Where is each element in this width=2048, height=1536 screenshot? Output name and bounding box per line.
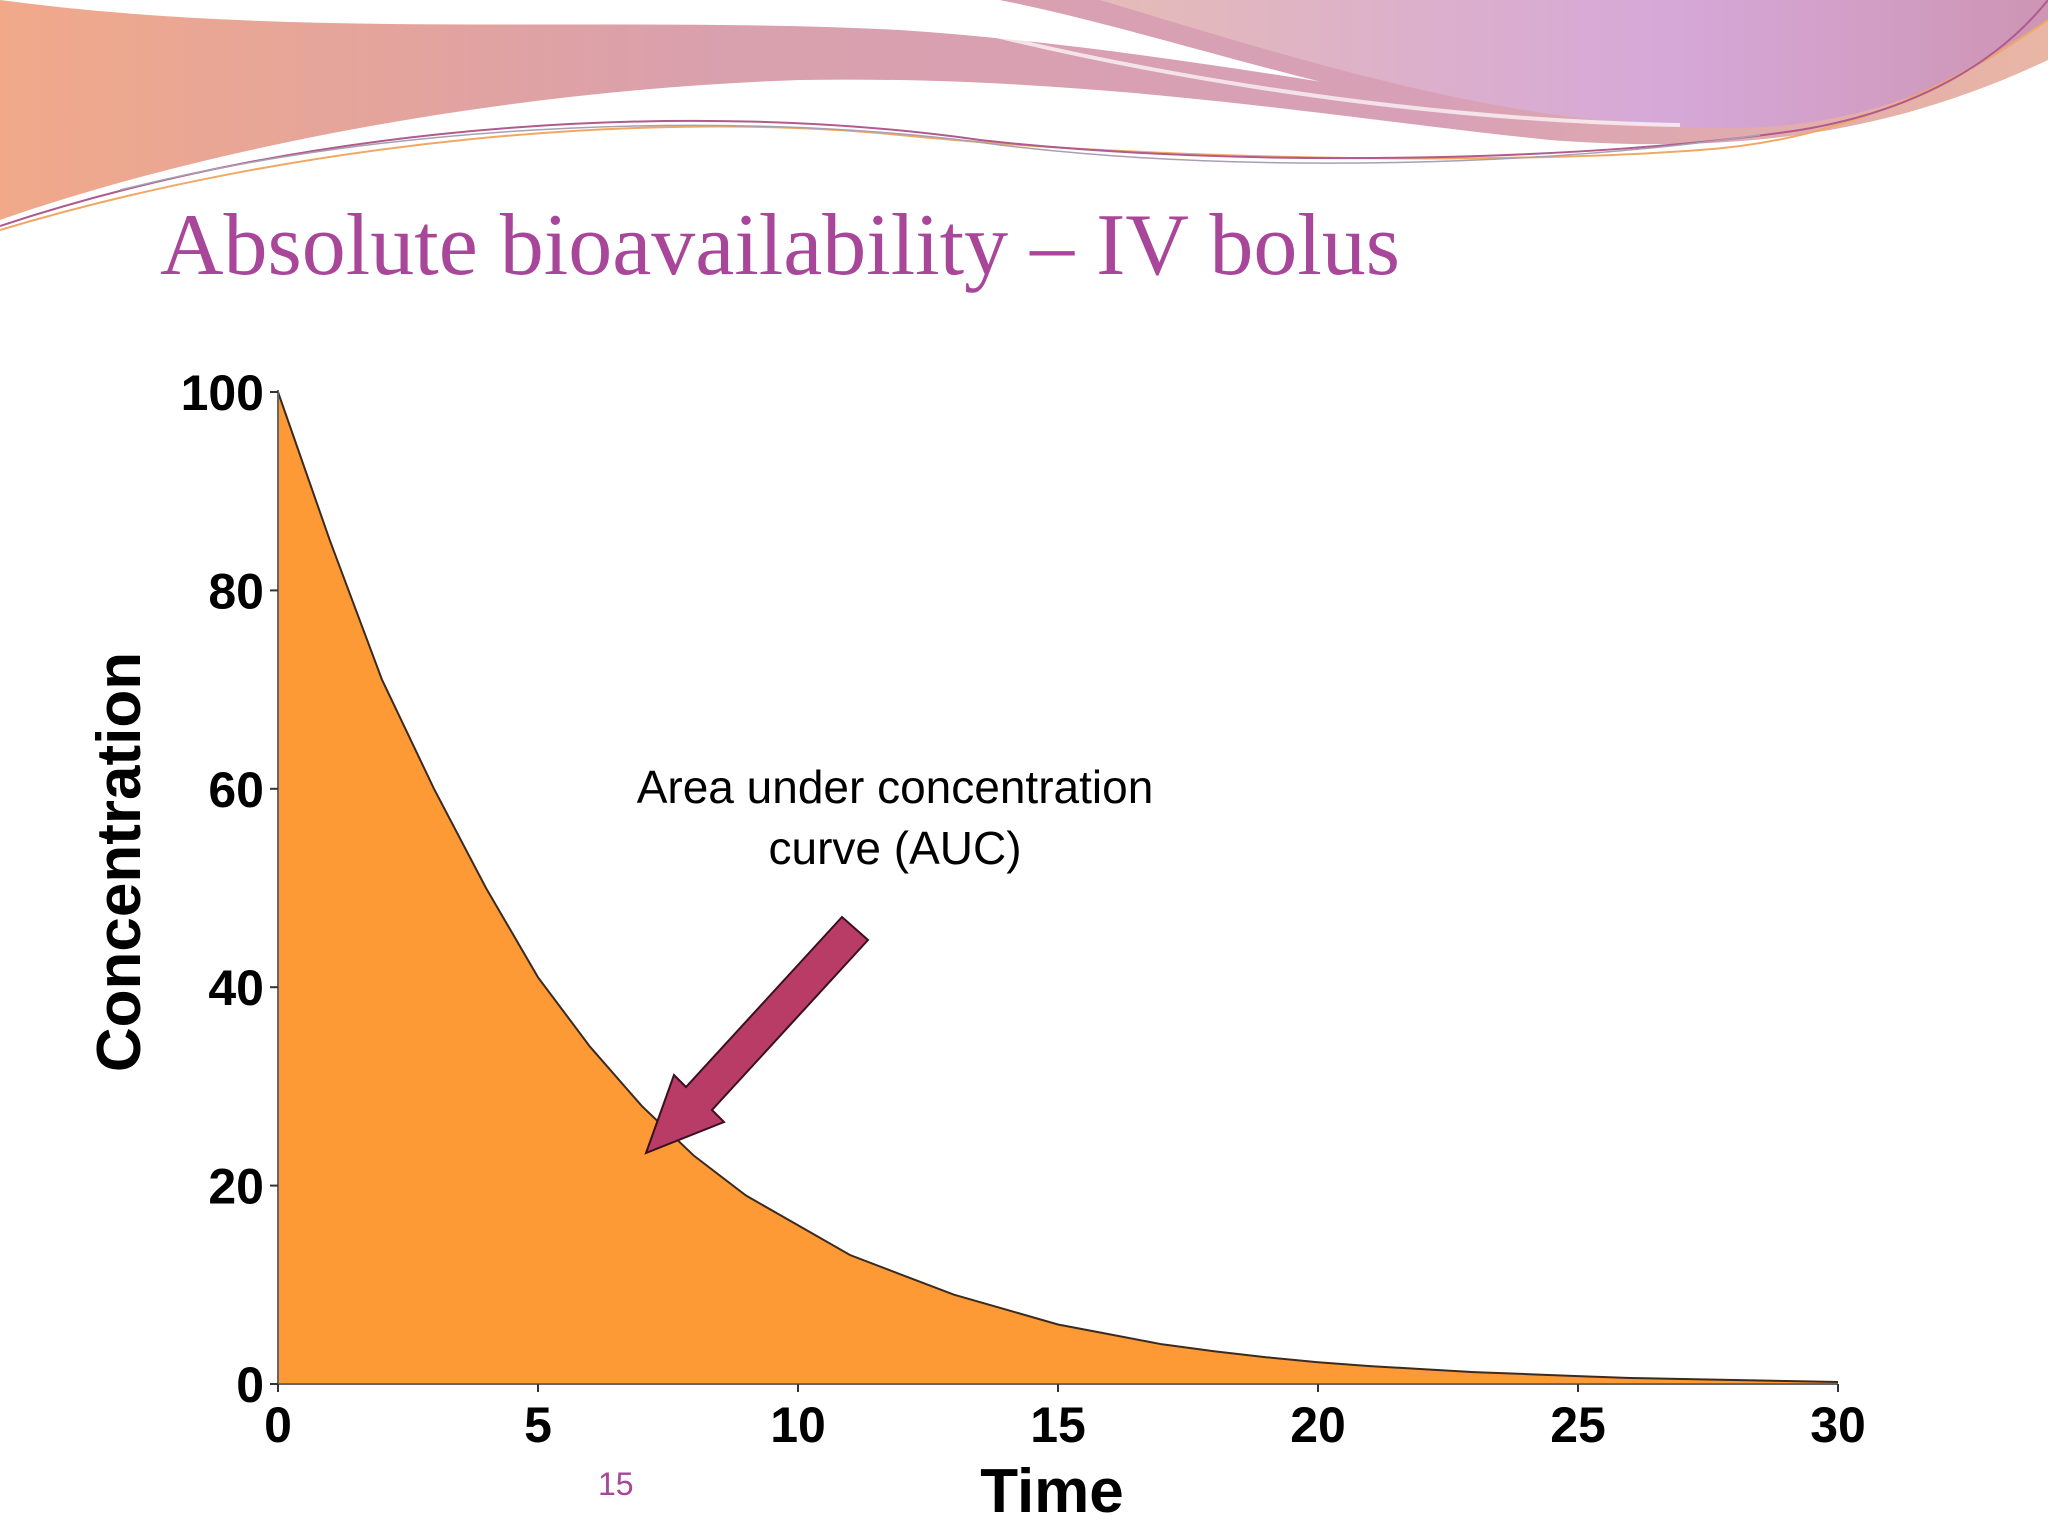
y-tick-label-0: 0 bbox=[236, 1357, 264, 1413]
y-tick-label-40: 40 bbox=[208, 960, 264, 1016]
decorative-header-banner bbox=[0, 0, 2048, 231]
page-number: 15 bbox=[598, 1466, 634, 1502]
y-tick-label-20: 20 bbox=[208, 1159, 264, 1215]
annotation-line-1: Area under concentration bbox=[637, 761, 1154, 813]
x-axis-title: Time bbox=[980, 1457, 1124, 1526]
x-tick-label-25: 25 bbox=[1550, 1397, 1606, 1453]
y-axis-title: Concentration bbox=[85, 652, 154, 1072]
x-tick-label-30: 30 bbox=[1810, 1397, 1866, 1453]
slide-title: Absolute bioavailability – IV bolus bbox=[160, 197, 1401, 294]
x-tick-label-5: 5 bbox=[524, 1397, 552, 1453]
y-tick-label-60: 60 bbox=[208, 762, 264, 818]
y-tick-label-80: 80 bbox=[208, 563, 264, 619]
x-tick-label-20: 20 bbox=[1290, 1397, 1346, 1453]
auc-area bbox=[278, 392, 1838, 1384]
annotation-line-2: curve (AUC) bbox=[768, 822, 1021, 874]
area-layer bbox=[277, 391, 1839, 1384]
annotation: Area under concentration curve (AUC) bbox=[637, 761, 1154, 1155]
y-tick-label-100: 100 bbox=[181, 365, 264, 421]
annotation-arrow bbox=[644, 915, 870, 1155]
x-tick-label-15: 15 bbox=[1030, 1397, 1086, 1453]
concentration-curve bbox=[277, 391, 1839, 1383]
ticks-layer: 0 5 10 15 20 25 30 0 20 40 60 80 100 bbox=[181, 365, 1866, 1453]
banner-wave-right bbox=[1100, 0, 2048, 129]
x-tick-label-0: 0 bbox=[264, 1397, 292, 1453]
x-tick-label-10: 10 bbox=[770, 1397, 826, 1453]
